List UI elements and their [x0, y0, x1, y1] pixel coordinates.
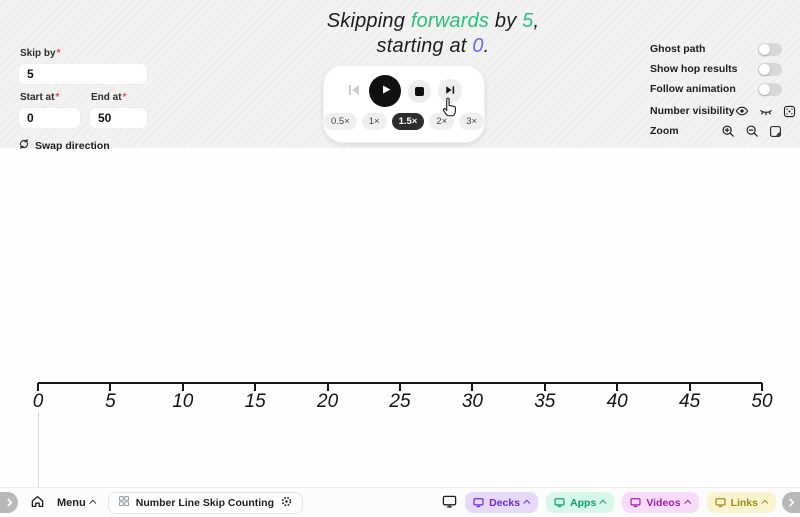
monitor-icon: [630, 497, 641, 508]
follow-animation-label: Follow animation: [650, 83, 736, 95]
setting-row-show-hop-results: Show hop results: [650, 62, 782, 76]
required-asterisk: *: [122, 92, 127, 103]
resource-button-label: Decks: [489, 496, 521, 509]
chevron-up-icon: [761, 499, 769, 507]
play-button[interactable]: [369, 75, 401, 107]
title-line-1: Skipping forwards by 5,: [326, 10, 540, 32]
speed-option-2×[interactable]: 2×: [429, 113, 455, 130]
resource-buttons: Decks Apps Videos Links: [465, 492, 776, 513]
skip-by-label: Skip by*: [20, 48, 61, 59]
links-button[interactable]: Links: [706, 492, 776, 513]
title-line-2: starting at 0.: [376, 35, 490, 57]
display-button[interactable]: [442, 494, 457, 512]
ghost-path-label: Ghost path: [650, 43, 706, 55]
expand-right-panel-button[interactable]: [782, 492, 800, 513]
zoom-options: [721, 124, 782, 138]
skip-to-start-icon: [346, 82, 362, 101]
setting-row-follow-animation: Follow animation: [650, 82, 782, 96]
required-asterisk: *: [56, 48, 61, 59]
follow-animation-toggle[interactable]: [758, 82, 782, 96]
zoom-out-icon[interactable]: [745, 124, 759, 138]
show-hop-results-toggle[interactable]: [758, 62, 782, 76]
speed-option-1.5×[interactable]: 1.5×: [391, 113, 425, 130]
monitor-icon: [442, 494, 457, 512]
setting-row-ghost-path: Ghost path: [650, 42, 782, 56]
skip-to-end-button[interactable]: [438, 79, 462, 103]
skip-by-input[interactable]: [18, 63, 148, 85]
eye-open-icon[interactable]: [735, 104, 749, 118]
title-start-value: 0: [472, 35, 484, 57]
swap-direction-label: Swap direction: [35, 139, 110, 152]
show-hop-results-label: Show hop results: [650, 63, 738, 75]
start-at-input[interactable]: [18, 107, 81, 129]
app-title-pill[interactable]: Number Line Skip Counting: [107, 491, 303, 514]
toggle-knob: [759, 43, 770, 55]
required-asterisk: *: [55, 92, 60, 103]
chevron-up-icon: [523, 499, 531, 507]
swap-direction-button[interactable]: Swap direction: [18, 138, 110, 153]
number-line: 0 5 10 15 20 25 30 35 40 45 50: [33, 382, 773, 416]
end-at-input[interactable]: [89, 107, 148, 129]
speed-option-3×[interactable]: 3×: [459, 113, 485, 130]
playback-card: 0.5× 1× 1.5× 2× 3×: [323, 65, 485, 143]
bottom-dock: Menu Number Line Skip Counting: [0, 487, 800, 516]
videos-button[interactable]: Videos: [622, 492, 699, 513]
monitor-icon: [473, 497, 484, 508]
chevron-up-icon: [599, 499, 607, 507]
setting-row-zoom: Zoom: [650, 124, 782, 138]
monitor-icon: [554, 497, 565, 508]
speed-options: 0.5× 1× 1.5× 2× 3×: [323, 113, 485, 130]
title-direction: forwards: [410, 10, 490, 32]
home-icon: [30, 494, 45, 512]
resource-button-label: Apps: [570, 496, 597, 509]
skip-to-end-icon: [444, 84, 456, 99]
toggle-knob: [759, 63, 770, 75]
app-grid-icon: [118, 495, 130, 510]
menu-button[interactable]: Menu: [57, 496, 97, 509]
speed-option-0.5×[interactable]: 0.5×: [323, 113, 357, 130]
resource-button-label: Videos: [646, 496, 681, 509]
position-marker-line: [38, 411, 39, 487]
home-button[interactable]: [30, 494, 45, 512]
apps-button[interactable]: Apps: [546, 492, 615, 513]
stop-button[interactable]: [408, 79, 431, 103]
decks-button[interactable]: Decks: [465, 492, 539, 513]
playback-controls: [324, 75, 484, 107]
gear-icon[interactable]: [280, 495, 293, 511]
dock-left-group: Menu Number Line Skip Counting: [30, 488, 303, 517]
zoom-fit-icon[interactable]: [769, 125, 782, 138]
end-at-label: End at*: [91, 92, 127, 103]
title-skip-value: 5: [522, 10, 534, 32]
ghost-path-toggle[interactable]: [758, 42, 782, 56]
expand-left-panel-button[interactable]: [0, 492, 18, 513]
zoom-in-icon[interactable]: [721, 124, 735, 138]
chevron-up-icon: [88, 499, 97, 507]
number-visibility-label: Number visibility: [650, 105, 735, 117]
eye-closed-icon[interactable]: [759, 104, 773, 118]
skip-settings-panel: Skip by* Start at* End at*: [18, 48, 148, 153]
setting-row-number-visibility: Number visibility: [650, 104, 795, 118]
start-at-label: Start at*: [20, 92, 60, 103]
speed-option-1×[interactable]: 1×: [361, 113, 387, 130]
numbers-partial-icon[interactable]: [783, 105, 796, 118]
view-settings-panel: Ghost path Show hop results Follow anima…: [650, 42, 795, 144]
page-title: Skipping forwards by 5, starting at 0.: [0, 9, 800, 59]
toggle-knob: [759, 83, 770, 95]
header-panel: Skipping forwards by 5, starting at 0. S…: [0, 0, 800, 152]
stop-icon: [415, 86, 424, 96]
number-visibility-options: [735, 104, 796, 118]
menu-label: Menu: [57, 496, 86, 509]
skip-to-start-button[interactable]: [346, 82, 362, 101]
zoom-label: Zoom: [650, 125, 679, 137]
monitor-icon: [714, 497, 726, 508]
dock-right-group: Decks Apps Videos Links: [442, 488, 776, 517]
play-icon: [379, 83, 392, 99]
chevron-up-icon: [683, 499, 691, 507]
swap-icon: [18, 138, 30, 153]
resource-button-label: Links: [730, 496, 758, 509]
app-title: Number Line Skip Counting: [135, 496, 274, 509]
